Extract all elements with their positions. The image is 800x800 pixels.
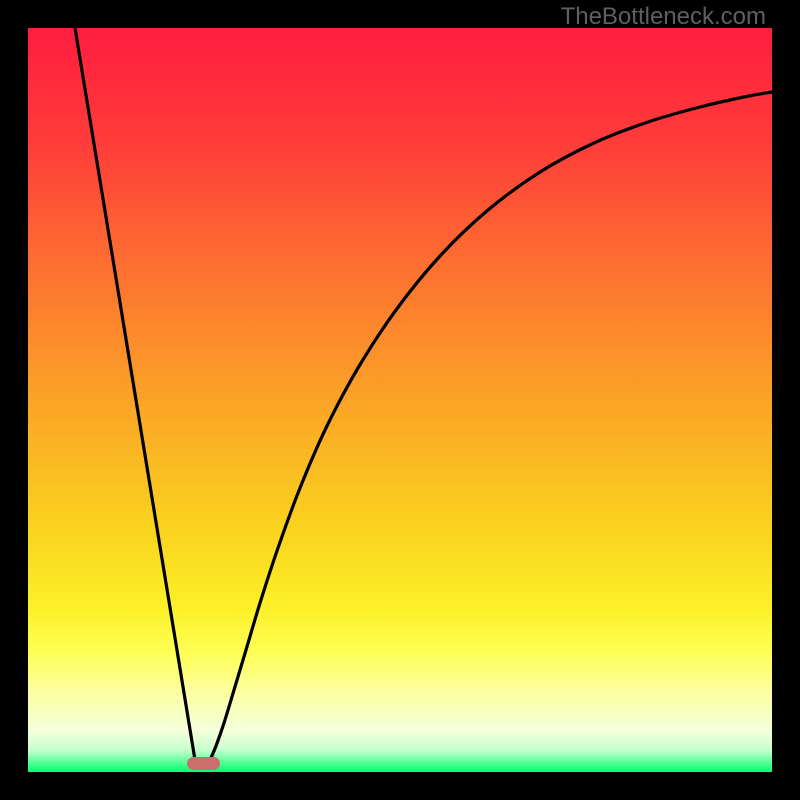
bottleneck-curve [28, 28, 772, 772]
plot-area [28, 28, 772, 772]
optimum-marker [187, 757, 220, 770]
watermark-text: TheBottleneck.com [561, 3, 766, 31]
chart-frame: TheBottleneck.com [0, 0, 800, 800]
